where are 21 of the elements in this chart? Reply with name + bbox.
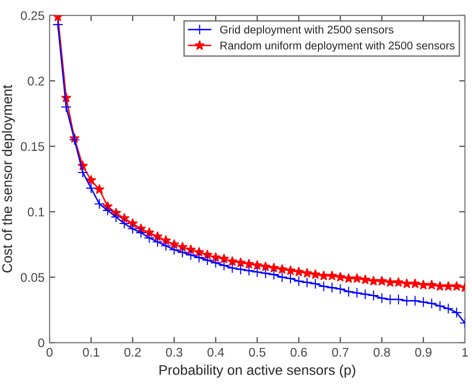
y-axis-title: Cost of the sensor deployment — [2, 84, 15, 272]
x-tick-label: 0.8 — [374, 348, 390, 357]
y-tick-label: 0.15 — [20, 142, 44, 151]
legend-label: Grid deployment with 2500 sensors — [220, 25, 394, 36]
y-tick-label: 0.05 — [20, 273, 44, 282]
y-tick-label: 0.1 — [28, 208, 44, 216]
x-tick-label: 0.1 — [82, 348, 100, 357]
x-tick-label: 0 — [46, 348, 53, 357]
x-tick-label: 0.5 — [249, 348, 266, 357]
legend-label: Random uniform deployment with 2500 sensors — [220, 41, 455, 52]
x-tick-label: 1 — [462, 348, 468, 357]
x-tick-label: 0.2 — [124, 348, 141, 357]
y-tick-label: 0 — [38, 338, 44, 348]
x-tick-label: 0.3 — [166, 348, 182, 357]
x-tick-label: 0.6 — [290, 348, 307, 357]
x-axis-title: Probability on active sensors (p) — [160, 364, 356, 378]
y-tick-label: 0.25 — [20, 11, 44, 20]
x-tick-label: 0.4 — [208, 348, 224, 357]
x-tick-label: 0.7 — [332, 348, 348, 357]
y-tick-label: 0.2 — [28, 76, 44, 86]
x-tick-label: 0.9 — [415, 348, 432, 357]
